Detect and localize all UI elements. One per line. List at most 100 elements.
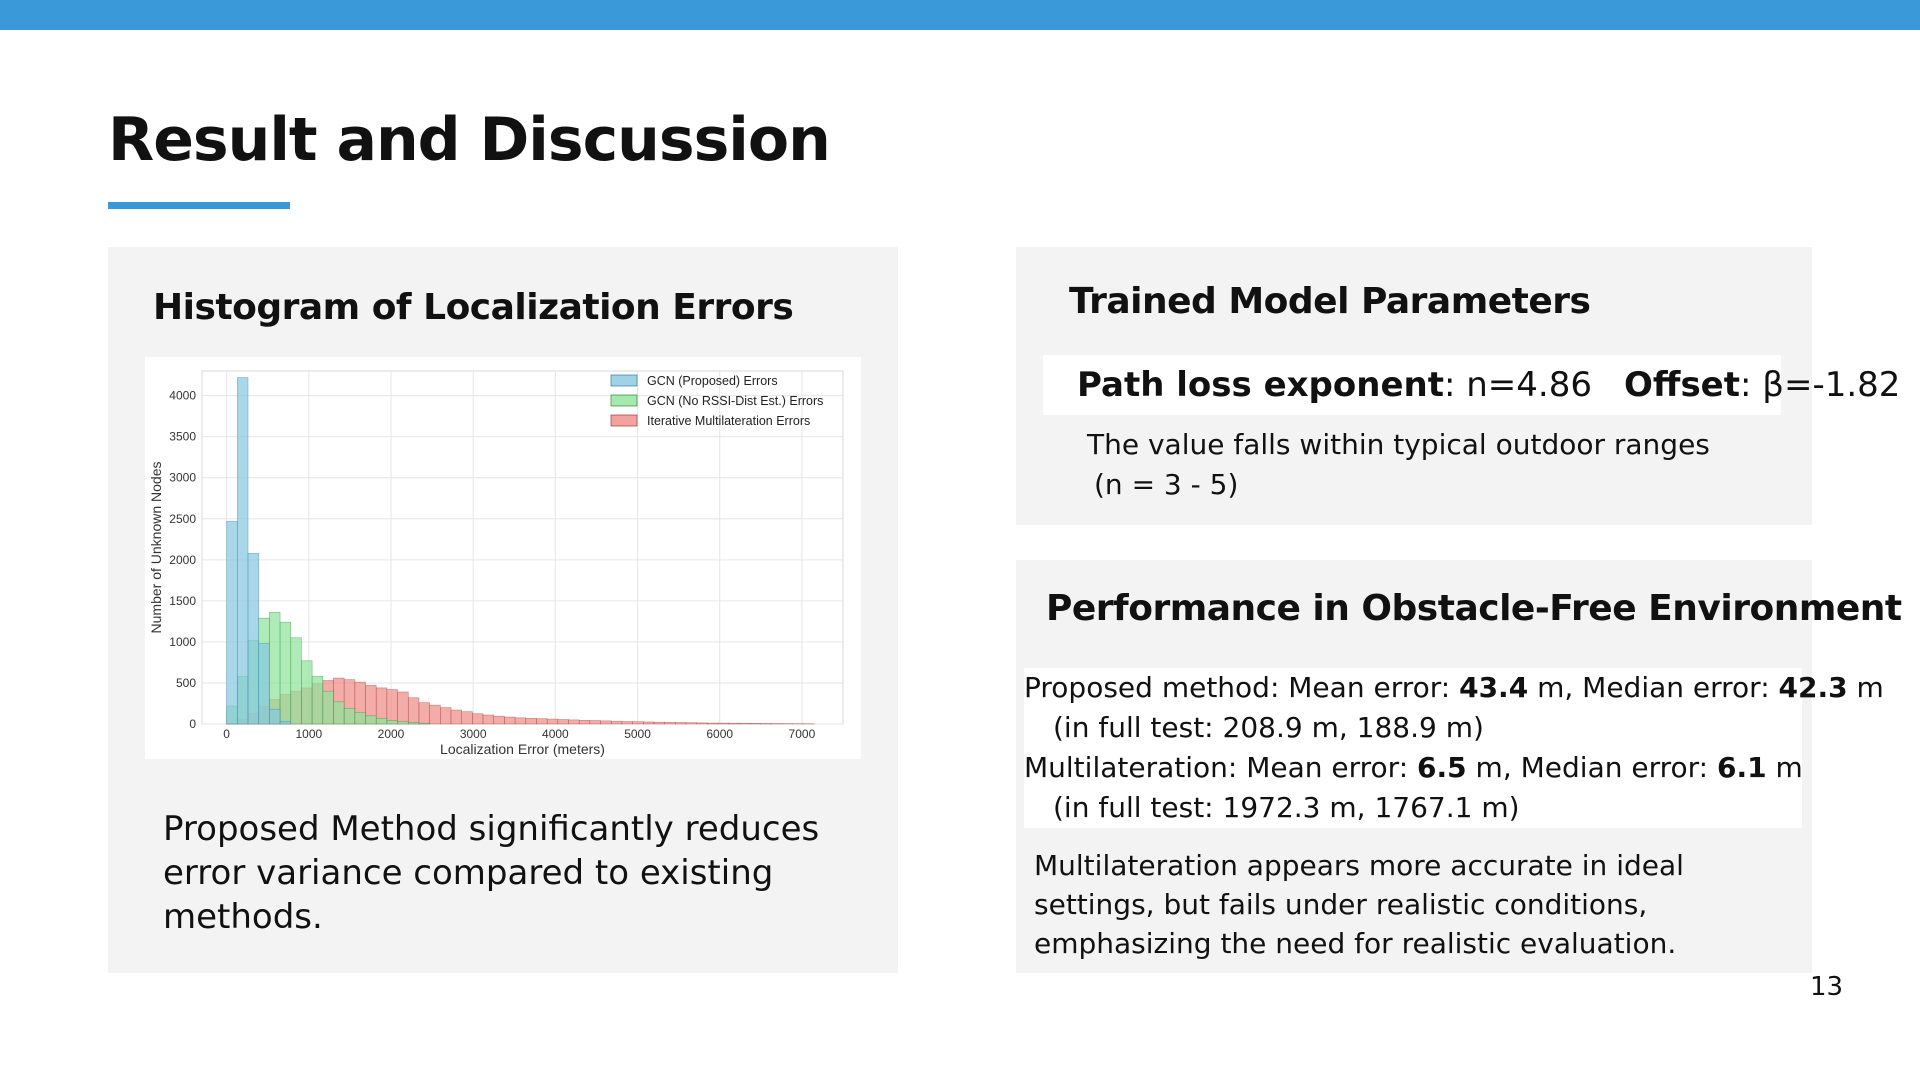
multi-mid: m, Median error: <box>1466 751 1718 784</box>
histogram-bar-2 <box>707 722 719 725</box>
histogram-bar-2 <box>728 722 740 725</box>
x-tick-label: 3000 <box>460 727 487 741</box>
histogram-bar-2 <box>610 720 623 725</box>
proposed-full-test: (in full test: 208.9 m, 188.9 m) <box>1053 711 1484 744</box>
performance-heading: Performance in Obstacle-Free Environment <box>1046 588 1902 629</box>
histogram-bar-1 <box>311 676 324 725</box>
histogram-bar-1 <box>279 621 292 725</box>
y-tick-label: 0 <box>189 717 196 731</box>
histogram-bar-2 <box>664 722 676 725</box>
histogram-bar-2 <box>482 714 495 725</box>
y-tick-label: 3000 <box>169 471 196 485</box>
histogram-bar-0 <box>237 377 249 725</box>
histogram-bar-2 <box>685 722 698 725</box>
histogram-bar-1 <box>418 722 430 725</box>
histogram-bar-2 <box>461 711 473 725</box>
parameters-note: The value falls within typical outdoor r… <box>1087 425 1710 505</box>
histogram-bar-1 <box>269 612 281 725</box>
y-tick-label: 3500 <box>169 430 196 444</box>
histogram-bar-1 <box>365 715 377 725</box>
y-tick-label: 1500 <box>169 594 196 608</box>
histogram-chart: 0 500 1000 1500 2000 2500 3000 3500 4000 0 1000 200… <box>145 357 861 759</box>
histogram-bar-2 <box>600 720 612 725</box>
parameters-note-line1: The value falls within typical outdoor r… <box>1087 428 1710 461</box>
histogram-bar-2 <box>546 718 559 725</box>
performance-results: Proposed method: Mean error: 43.4 m, Med… <box>1024 668 1884 828</box>
legend-swatch <box>610 374 638 387</box>
histogram-bar-2 <box>557 719 569 725</box>
x-tick-label: 6000 <box>706 727 733 741</box>
y-tick-label: 4000 <box>169 389 196 403</box>
histogram-bar-2 <box>386 689 398 725</box>
histogram-bar-1 <box>343 708 356 725</box>
legend-label: Iterative Multilateration Errors <box>647 414 810 428</box>
y-tick-label: 1000 <box>169 635 196 649</box>
histogram-bar-1 <box>322 690 334 725</box>
x-tick-label: 0 <box>223 727 230 741</box>
performance-note: Multilateration appears more accurate in… <box>1034 849 1684 960</box>
histogram-bar-2 <box>407 697 420 725</box>
histogram-bar-1 <box>290 637 302 725</box>
histogram-bar-2 <box>589 720 601 725</box>
histogram-bar-2 <box>525 717 537 725</box>
histogram-heading: Histogram of Localization Errors <box>153 287 794 328</box>
histogram-bar-1 <box>354 712 366 725</box>
histogram-bar-2 <box>578 720 591 725</box>
proposed-mean: 43.4 <box>1459 671 1529 704</box>
proposed-result: Proposed method: Mean error: 43.4 m, Med… <box>1024 668 1884 708</box>
legend-label: GCN (No RSSI-Dist Est.) Errors <box>647 394 823 408</box>
histogram-bar-2 <box>760 723 772 725</box>
histogram-svg: 0 500 1000 1500 2000 2500 3000 3500 4000 0 1000 200… <box>148 370 844 757</box>
histogram-bar-2 <box>696 722 708 725</box>
offset-value: : β=-1.82 <box>1740 365 1901 405</box>
y-tick-label: 2500 <box>169 512 196 526</box>
x-tick-label: 2000 <box>378 727 405 741</box>
histogram-bar-1 <box>301 660 313 725</box>
x-tick-label: 1000 <box>295 727 322 741</box>
axis-layer: 0 500 1000 1500 2000 2500 3000 3500 4000 0 1000 200… <box>169 389 815 741</box>
histogram-panel: Histogram of Localization Errors 0 500 100… <box>108 247 898 973</box>
histogram-bar-2 <box>749 723 762 725</box>
legend-swatch <box>610 394 638 407</box>
histogram-bar-2 <box>440 707 452 725</box>
histogram-description: Proposed Method significantly reduces er… <box>163 809 820 937</box>
multi-unit: m <box>1766 751 1803 784</box>
parameters-values: Path loss exponent: n=4.86 Offset: β=-1.8… <box>1043 355 1900 415</box>
y-tick-label: 500 <box>176 676 196 690</box>
parameters-panel: Trained Model Parameters Path loss expon… <box>1016 247 1900 525</box>
histogram-bar-0 <box>269 708 281 725</box>
histogram-bar-2 <box>493 715 505 725</box>
histogram-bar-1 <box>397 721 409 725</box>
histogram-bar-2 <box>568 719 580 725</box>
histogram-bar-2 <box>621 721 633 725</box>
histogram-bar-2 <box>653 721 665 725</box>
histogram-bar-2 <box>675 722 687 725</box>
page-title: Result and Discussion <box>108 105 831 175</box>
legend-swatch <box>610 414 638 427</box>
histogram-bar-2 <box>717 722 730 725</box>
parameters-heading: Trained Model Parameters <box>1069 281 1591 322</box>
legend-label: GCN (Proposed) Errors <box>647 374 778 388</box>
histogram-bar-1 <box>375 717 388 725</box>
histogram-bar-2 <box>632 721 644 725</box>
proposed-mid: m, Median error: <box>1528 671 1779 704</box>
histogram-bar-0 <box>247 552 260 725</box>
bar-layer <box>226 377 815 725</box>
histogram-bar-2 <box>504 716 516 725</box>
multilateration-full-test: (in full test: 1972.3 m, 1767.1 m) <box>1053 791 1520 824</box>
multi-prefix: Multilateration: Mean error: <box>1024 751 1418 784</box>
histogram-bar-1 <box>333 701 345 725</box>
proposed-median: 42.3 <box>1778 671 1848 704</box>
parameters-note-line2: (n = 3 - 5) <box>1094 468 1239 501</box>
exponent-label: Path loss exponent <box>1077 365 1444 405</box>
x-axis-label: Localization Error (meters) <box>440 741 605 757</box>
proposed-prefix: Proposed method: Mean error: <box>1024 671 1460 704</box>
multi-median: 6.1 <box>1717 751 1767 784</box>
title-underline <box>108 202 290 209</box>
histogram-bar-2 <box>429 704 441 725</box>
histogram-bar-2 <box>397 691 409 725</box>
histogram-bar-0 <box>279 721 292 725</box>
multi-mean: 6.5 <box>1417 751 1467 784</box>
offset-label: Offset <box>1624 365 1740 405</box>
histogram-bar-2 <box>418 702 430 725</box>
